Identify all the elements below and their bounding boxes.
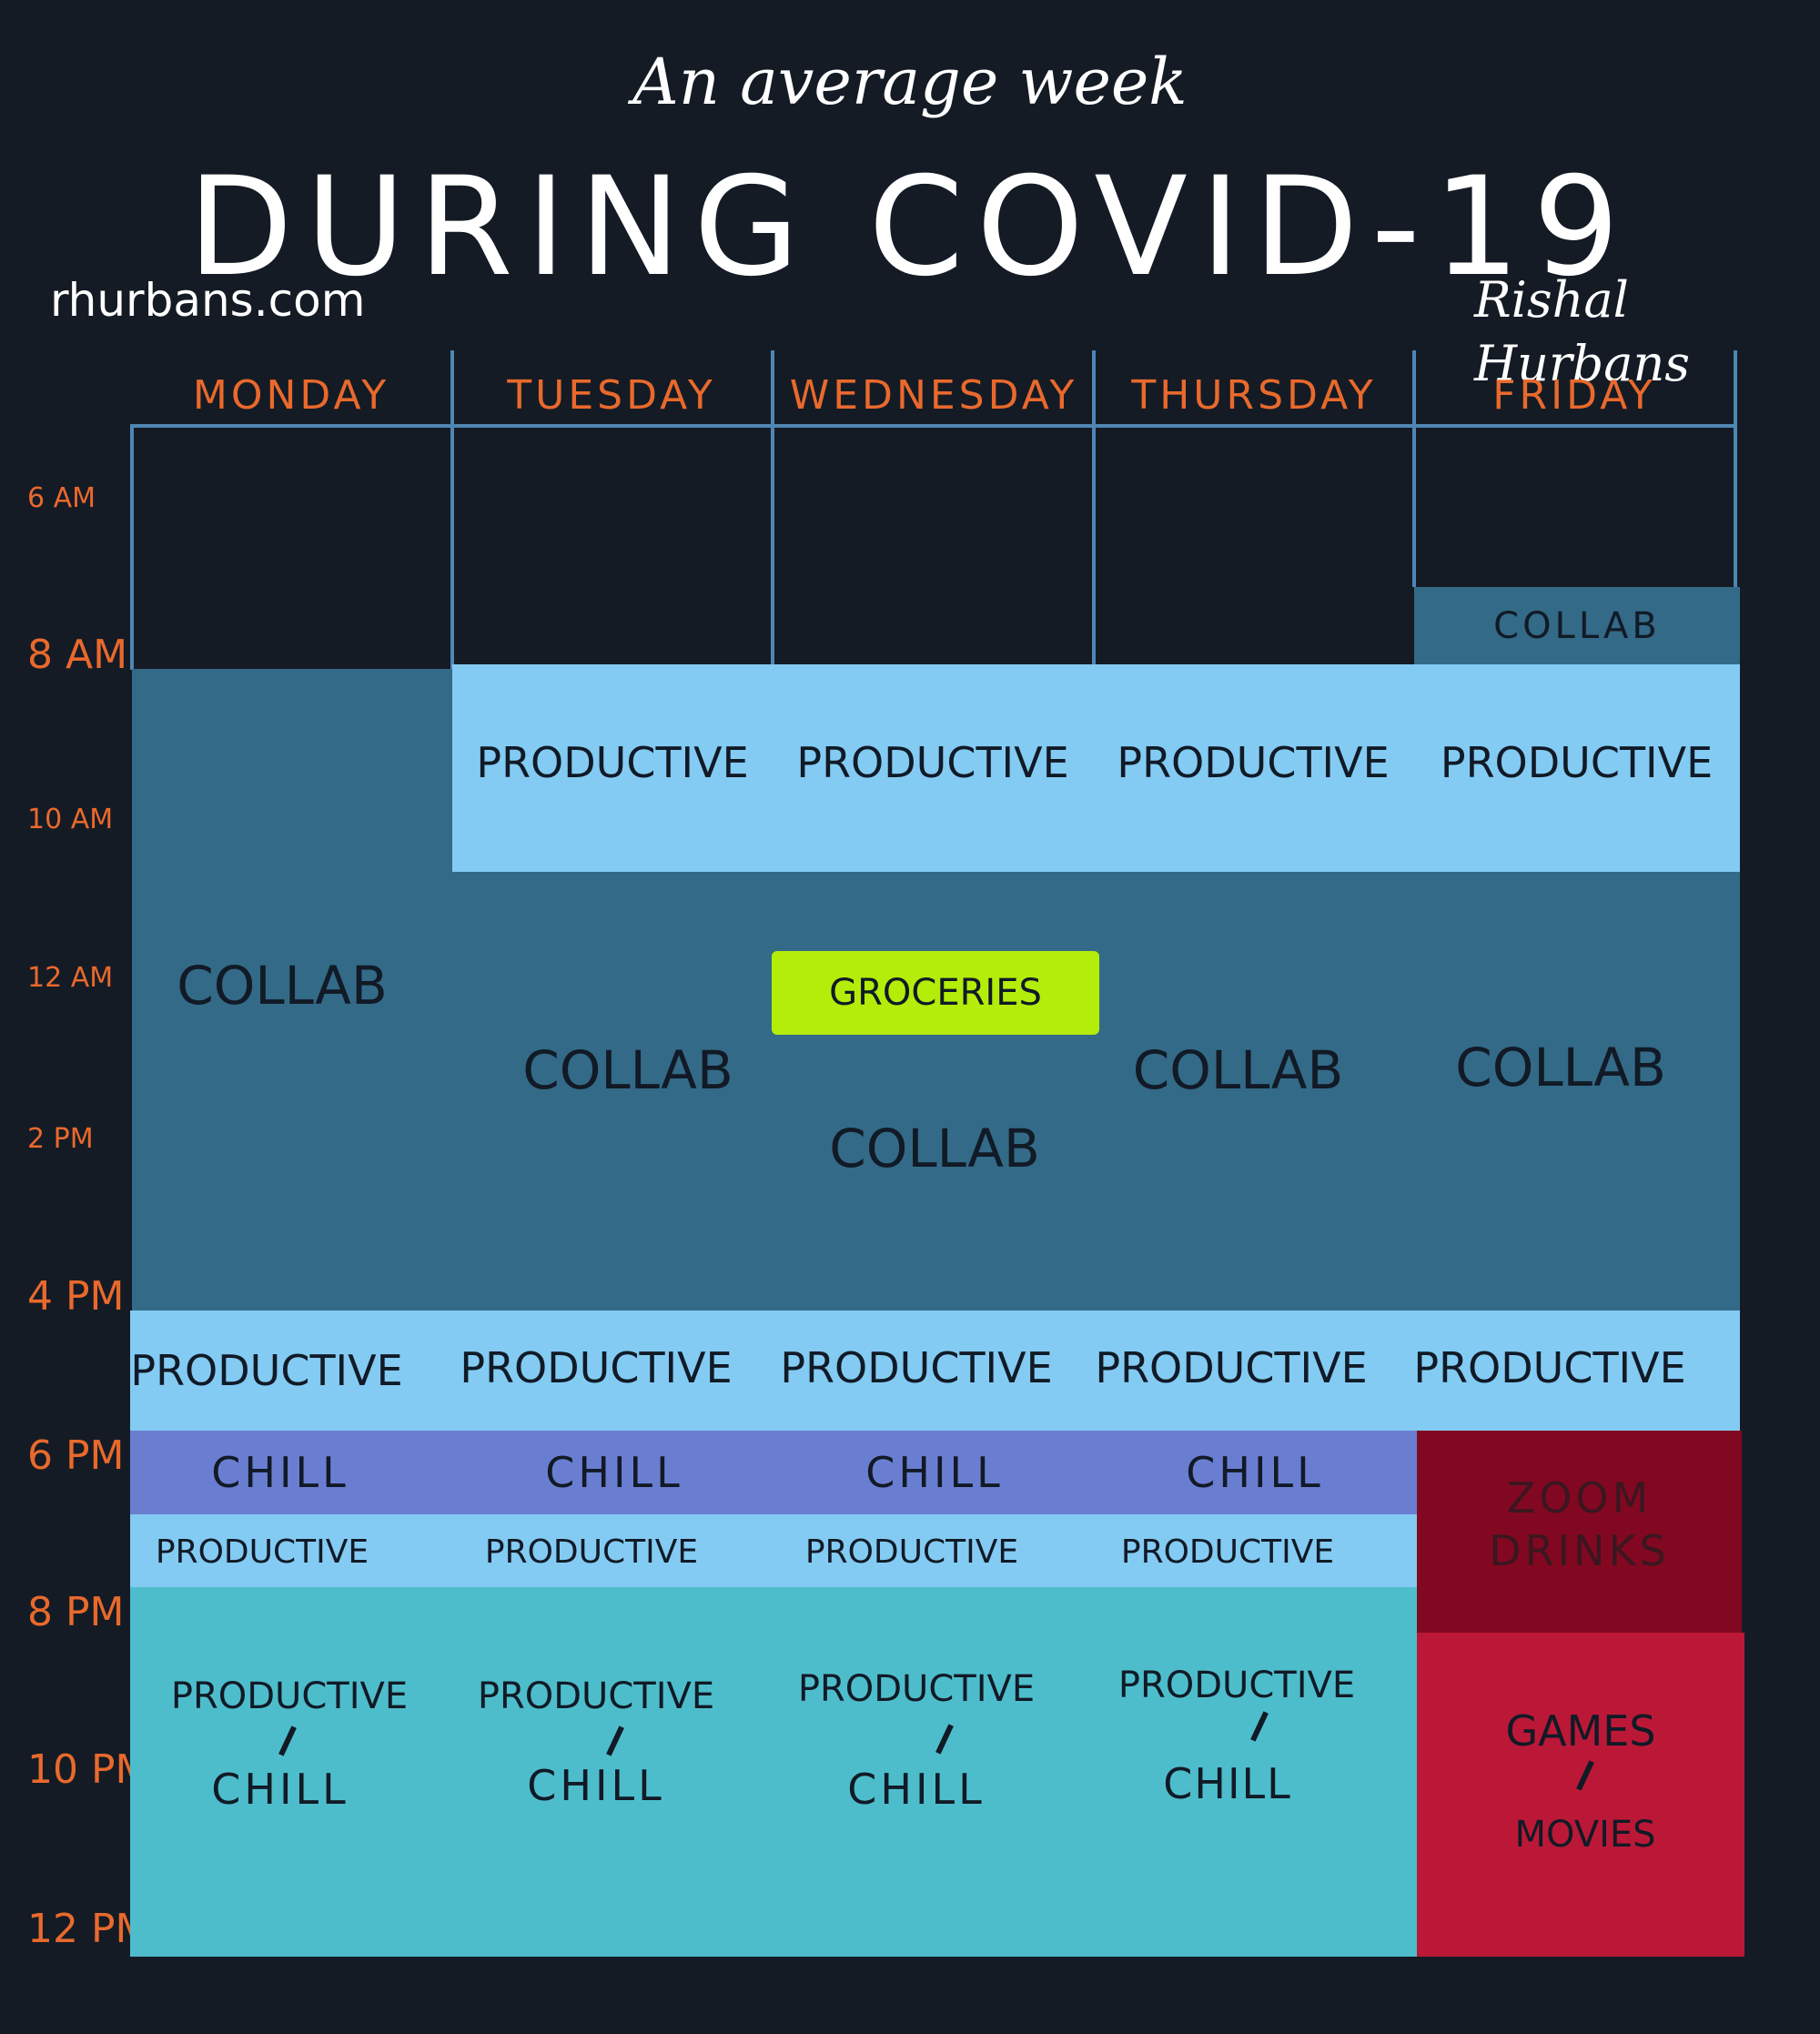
morning-productive-block: PRODUCTIVE PRODUCTIVE PRODUCTIVE PRODUCT…	[452, 664, 1740, 872]
block-label: PRODUCTIVE	[460, 1343, 733, 1392]
slash-mark	[1576, 1760, 1594, 1791]
time-label: 12 PM	[27, 1906, 150, 1952]
block-label: CHILL	[865, 1448, 1004, 1497]
block-label: PRODUCTIVE	[170, 1675, 409, 1717]
games-movies-block: GAMES MOVIES	[1417, 1633, 1744, 1957]
evening-productive-block: PRODUCTIVE PRODUCTIVE PRODUCTIVE PRODUCT…	[130, 1514, 1417, 1587]
block-label: PRODUCTIVE	[477, 1675, 715, 1717]
day-header-friday: FRIDAY	[1492, 372, 1656, 419]
grid-line	[1412, 350, 1416, 587]
grid-line	[130, 424, 134, 670]
thursday-collab-label: COLLAB	[1132, 1039, 1344, 1101]
time-label: 10 AM	[27, 804, 114, 835]
groceries-block: GROCERIES	[772, 951, 1099, 1035]
block-label: CHILL	[1186, 1448, 1324, 1497]
block-label: PRODUCTIVE	[155, 1533, 369, 1571]
block-label: PRODUCTIVE	[1117, 1665, 1356, 1706]
block-label: PRODUCTIVE	[1117, 738, 1390, 787]
grid-line	[771, 350, 774, 669]
block-label: GAMES	[1505, 1706, 1656, 1756]
block-label: MOVIES	[1514, 1814, 1656, 1856]
block-label: CHILL	[1163, 1759, 1292, 1808]
block-label: CHILL	[527, 1761, 665, 1810]
block-label: COLLAB	[1493, 605, 1661, 647]
block-label: PRODUCTIVE	[780, 1343, 1053, 1392]
subtitle: An average week	[632, 45, 1188, 119]
day-header-tuesday: TUESDAY	[507, 372, 716, 419]
day-header-thursday: THURSDAY	[1131, 372, 1377, 419]
grid-line	[1734, 350, 1737, 587]
friday-early-collab-block: COLLAB	[1414, 587, 1740, 664]
night-productive-chill-block: PRODUCTIVE CHILL PRODUCTIVE CHILL PRODUC…	[130, 1587, 1417, 1957]
time-label: 2 PM	[27, 1123, 94, 1155]
block-label: PRODUCTIVE	[484, 1533, 699, 1571]
time-label: 8 PM	[27, 1589, 125, 1635]
grid-line	[450, 350, 454, 669]
friday-collab-label: COLLAB	[1455, 1037, 1666, 1098]
time-label: 4 PM	[27, 1273, 125, 1320]
block-label: PRODUCTIVE	[804, 1533, 1019, 1571]
time-label: 10 PM	[27, 1746, 150, 1793]
block-label: CHILL	[545, 1448, 683, 1497]
block-label: PRODUCTIVE	[130, 1346, 403, 1395]
website-label: rhurbans.com	[50, 274, 366, 327]
time-label: 12 AM	[27, 962, 114, 994]
time-label: 6 AM	[27, 482, 96, 514]
time-label: 6 PM	[27, 1432, 125, 1479]
day-header-monday: MONDAY	[192, 372, 390, 419]
wednesday-collab-label: COLLAB	[829, 1118, 1040, 1179]
monday-collab-label: COLLAB	[177, 955, 388, 1017]
author-signature: Rishal Hurbans	[1474, 271, 1690, 392]
header-divider	[130, 424, 1737, 428]
block-label: PRODUCTIVE	[1440, 738, 1714, 787]
block-label: CHILL	[211, 1448, 349, 1497]
block-label: ZOOM	[1506, 1473, 1653, 1523]
slash-mark	[1250, 1711, 1269, 1742]
zoom-drinks-block: ZOOM DRINKS	[1417, 1431, 1742, 1633]
chill-block: CHILL CHILL CHILL CHILL	[130, 1431, 1417, 1514]
block-label: PRODUCTIVE	[476, 738, 749, 787]
grid-line	[1092, 350, 1096, 669]
slash-mark	[606, 1725, 624, 1756]
block-label: PRODUCTIVE	[797, 1668, 1036, 1710]
slash-mark	[278, 1725, 297, 1756]
slash-mark	[935, 1724, 954, 1755]
block-label: PRODUCTIVE	[1413, 1343, 1686, 1392]
block-label: DRINKS	[1489, 1526, 1670, 1575]
block-label: GROCERIES	[829, 972, 1042, 1014]
time-label: 8 AM	[27, 632, 128, 678]
page-title: DURING COVID-19	[187, 148, 1633, 307]
block-label: CHILL	[847, 1765, 986, 1814]
day-header-wednesday: WEDNESDAY	[789, 372, 1078, 419]
block-label: CHILL	[211, 1765, 349, 1814]
block-label: PRODUCTIVE	[1095, 1343, 1368, 1392]
block-label: PRODUCTIVE	[1120, 1533, 1335, 1571]
block-label: PRODUCTIVE	[796, 738, 1069, 787]
afternoon-productive-block: PRODUCTIVE PRODUCTIVE PRODUCTIVE PRODUCT…	[130, 1310, 1740, 1431]
tuesday-collab-label: COLLAB	[522, 1039, 733, 1101]
